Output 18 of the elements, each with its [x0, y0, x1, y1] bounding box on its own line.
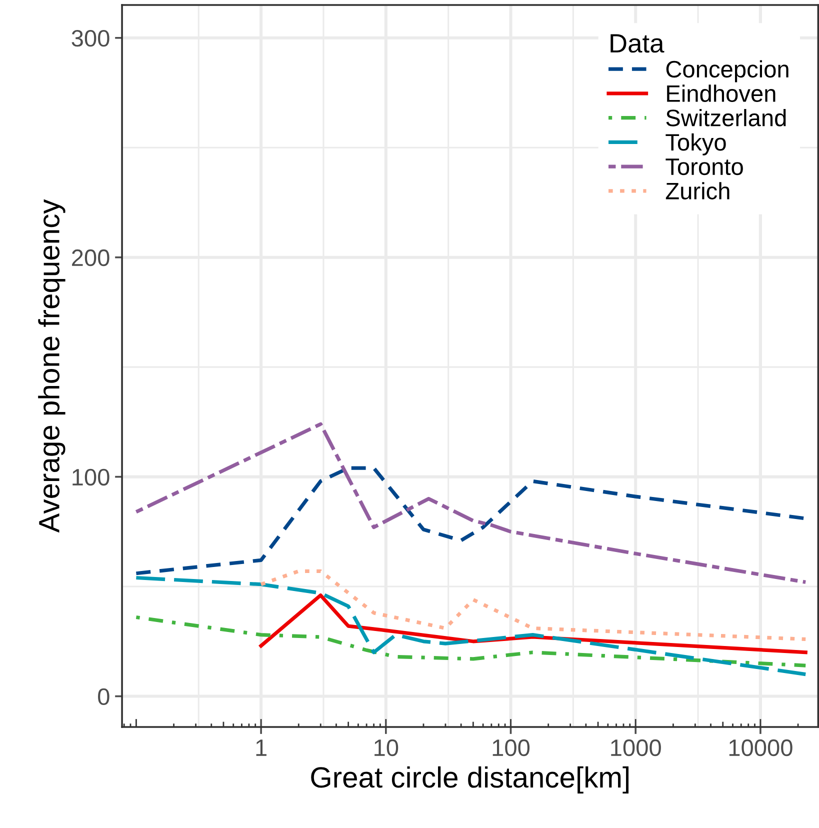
y-tick-label: 200 — [72, 249, 110, 266]
legend-label: Switzerland — [666, 109, 786, 126]
legend-label: Eindhoven — [667, 84, 776, 102]
legend-label: Zurich — [666, 182, 730, 200]
x-tick-label: 100 — [492, 739, 530, 756]
x-tick-label: 10000 — [729, 739, 792, 756]
x-axis-title: Great circle distance[km] — [311, 766, 629, 794]
y-tick-label: 0 — [98, 688, 110, 706]
x-tick-label: 1000 — [611, 739, 661, 756]
y-tick-label: 300 — [72, 30, 110, 47]
x-tick-label: 1 — [256, 740, 266, 756]
legend-label: Tokyo — [666, 133, 726, 156]
legend-label: Toronto — [666, 158, 743, 176]
y-axis-title: Average phone frequency — [38, 199, 66, 533]
legend-label: Concepcion — [666, 60, 788, 82]
y-tick-label: 100 — [72, 468, 110, 486]
legend-title: Data — [610, 34, 664, 53]
x-tick-label: 10 — [374, 739, 398, 756]
